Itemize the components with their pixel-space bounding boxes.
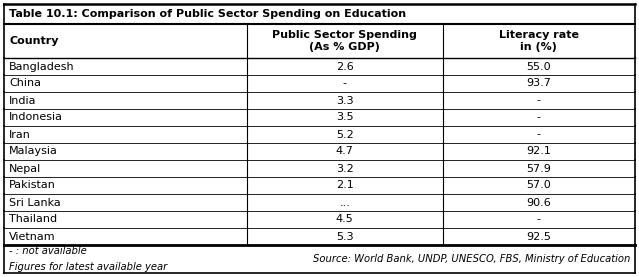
Text: -: - — [537, 214, 541, 224]
Text: 55.0: 55.0 — [527, 61, 551, 71]
Text: Vietnam: Vietnam — [9, 232, 56, 242]
Text: 4.5: 4.5 — [336, 214, 353, 224]
Text: ...: ... — [339, 198, 350, 207]
Text: Thailand: Thailand — [9, 214, 57, 224]
Text: Figures for latest available year: Figures for latest available year — [9, 262, 167, 272]
Text: 57.9: 57.9 — [527, 163, 551, 173]
Text: -: - — [537, 130, 541, 140]
Text: Source: World Bank, UNDP, UNESCO, FBS, Ministry of Education: Source: World Bank, UNDP, UNESCO, FBS, M… — [312, 254, 630, 264]
Text: Iran: Iran — [9, 130, 31, 140]
Bar — [4, 4, 635, 24]
Text: India: India — [9, 96, 36, 106]
Text: Country: Country — [9, 36, 59, 46]
Text: Sri Lanka: Sri Lanka — [9, 198, 61, 207]
Bar — [4, 245, 635, 273]
Text: Nepal: Nepal — [9, 163, 42, 173]
Text: Bangladesh: Bangladesh — [9, 61, 75, 71]
Text: 5.2: 5.2 — [336, 130, 353, 140]
Bar — [4, 58, 635, 75]
Text: 4.7: 4.7 — [336, 147, 353, 157]
Bar — [4, 24, 635, 58]
Bar — [4, 75, 635, 92]
Text: - : not available: - : not available — [9, 246, 87, 256]
Bar — [4, 177, 635, 194]
Text: 3.3: 3.3 — [336, 96, 353, 106]
Text: 2.6: 2.6 — [336, 61, 353, 71]
Bar — [4, 211, 635, 228]
Bar — [4, 160, 635, 177]
Text: 92.5: 92.5 — [527, 232, 551, 242]
Bar — [4, 126, 635, 143]
Bar — [4, 143, 635, 160]
Text: China: China — [9, 78, 41, 88]
Bar — [4, 92, 635, 109]
Text: 57.0: 57.0 — [527, 181, 551, 191]
Text: -: - — [537, 112, 541, 122]
Bar — [4, 228, 635, 245]
Text: Pakistan: Pakistan — [9, 181, 56, 191]
Text: -: - — [537, 96, 541, 106]
Text: -: - — [343, 78, 347, 88]
Text: 3.5: 3.5 — [336, 112, 353, 122]
Text: 90.6: 90.6 — [527, 198, 551, 207]
Text: 2.1: 2.1 — [336, 181, 353, 191]
Text: Malaysia: Malaysia — [9, 147, 58, 157]
Text: 92.1: 92.1 — [527, 147, 551, 157]
Bar — [4, 109, 635, 126]
Text: Indonesia: Indonesia — [9, 112, 63, 122]
Text: 5.3: 5.3 — [336, 232, 353, 242]
Bar — [4, 194, 635, 211]
Text: Literacy rate
in (%): Literacy rate in (%) — [499, 30, 579, 52]
Text: 93.7: 93.7 — [527, 78, 551, 88]
Text: 3.2: 3.2 — [336, 163, 353, 173]
Text: Table 10.1: Comparison of Public Sector Spending on Education: Table 10.1: Comparison of Public Sector … — [9, 9, 406, 19]
Text: Public Sector Spending
(As % GDP): Public Sector Spending (As % GDP) — [272, 30, 417, 52]
